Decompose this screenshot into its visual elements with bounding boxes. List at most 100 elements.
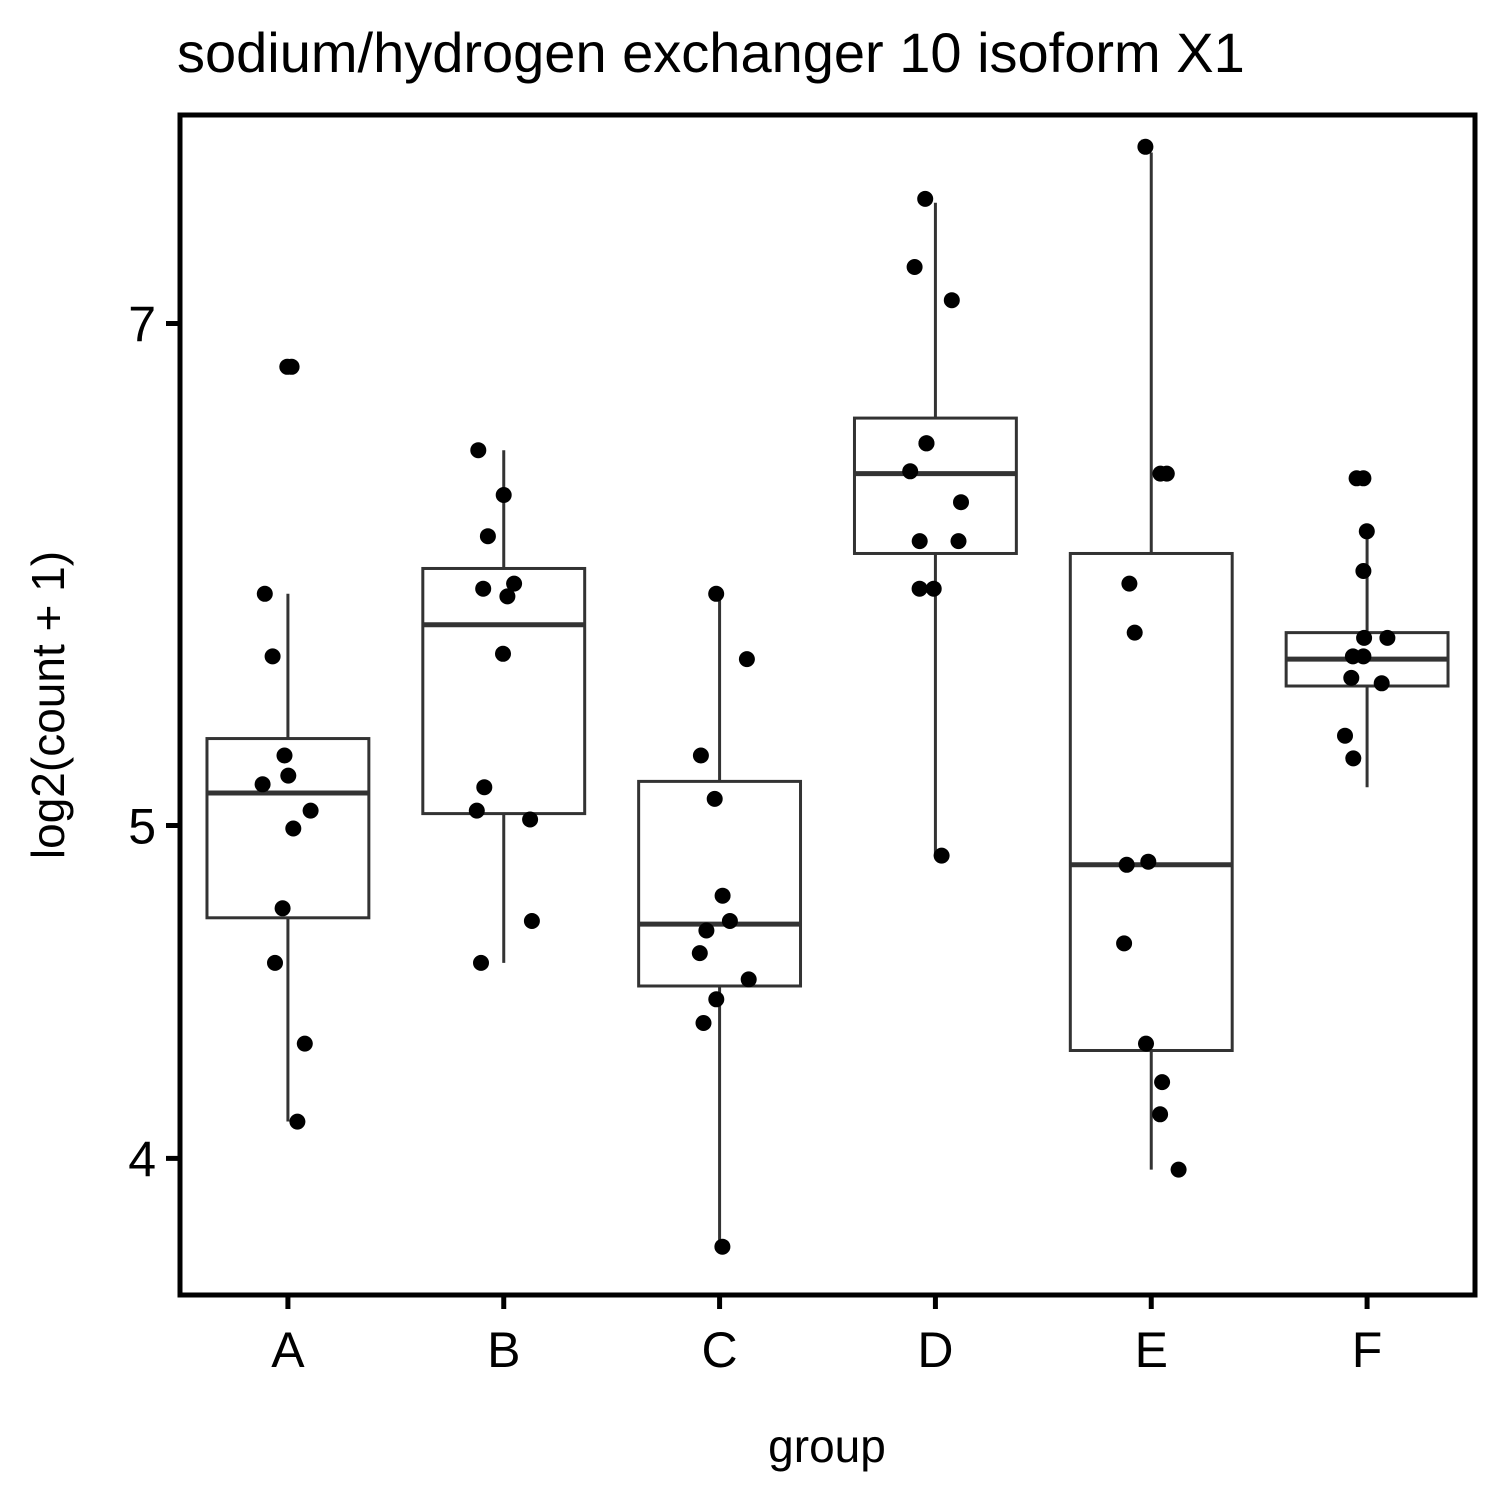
data-point [933,847,950,864]
data-point [1116,935,1133,952]
data-point [918,435,935,452]
data-point [296,1035,313,1052]
data-point [708,585,725,602]
data-point [1355,563,1372,579]
plot-frame [177,112,1478,1298]
data-point [714,1238,731,1255]
data-point [706,790,723,807]
data-point [276,747,293,764]
data-point [714,887,731,904]
data-point [691,945,708,962]
x-tick-label: B [487,1322,520,1378]
data-point [1379,629,1396,646]
data-point [911,580,928,597]
x-tick-label: D [917,1322,953,1378]
x-axis: A B C D E F [271,1295,1382,1378]
x-tick-label: E [1135,1322,1168,1378]
data-point [902,463,919,480]
data-point [475,580,492,597]
data-point [506,575,523,592]
data-point [925,580,942,597]
data-point [1152,1106,1169,1123]
data-point [708,991,725,1008]
points-b [468,442,540,971]
data-point [906,259,923,275]
data-point [950,533,967,550]
data-point [499,588,516,605]
data-point [495,645,511,662]
y-tick-label: 7 [128,297,156,353]
box-d [852,202,1018,856]
points-layer [254,138,1396,1255]
data-point [476,779,493,796]
data-point [468,802,485,819]
points-d [902,190,969,864]
y-tick-label: 4 [128,1131,156,1187]
x-tick-label: F [1352,1322,1383,1378]
points-e [1116,138,1187,1178]
data-point [1355,470,1372,487]
data-point [1138,1035,1154,1052]
data-point [264,648,281,665]
data-point [1344,648,1361,665]
box-body [421,566,587,816]
chart-title: sodium/hydrogen exchanger 10 isoform X1 [177,21,1245,84]
data-point [1140,853,1157,870]
x-tick-label: A [271,1322,305,1378]
y-axis: 4 5 7 [128,297,180,1187]
boxes-layer [205,152,1450,1247]
x-tick-label: C [702,1322,738,1378]
data-point [1152,465,1169,482]
data-point [254,776,271,793]
data-point [917,190,934,207]
data-point [1358,523,1375,540]
box-a [205,593,371,1122]
data-point [943,292,960,309]
data-point [1121,575,1138,592]
box-body [852,416,1018,555]
y-tick-label: 5 [128,798,156,854]
box-c [637,593,803,1247]
data-point [1356,629,1373,646]
data-point [1126,624,1143,641]
points-c [691,585,757,1255]
data-point [256,585,273,602]
data-point [1373,675,1390,692]
points-a [254,358,319,1130]
data-point [495,487,512,503]
data-point [1170,1161,1187,1178]
data-point [470,442,487,459]
box-body [637,779,803,988]
data-point [695,1015,712,1031]
data-point [1337,727,1353,744]
data-point [911,533,928,550]
data-point [692,747,709,764]
box-body [1068,551,1234,1052]
data-point [523,913,540,929]
data-point [953,494,969,511]
data-point [1137,138,1154,155]
data-point [302,802,319,819]
data-point [1343,669,1360,686]
box-b [421,450,587,963]
data-point [1118,856,1135,873]
data-point [698,922,715,939]
data-point [267,954,283,971]
y-axis-label: log2(count + 1) [22,551,74,859]
data-point [1345,750,1362,767]
data-point [473,954,489,971]
data-point [280,767,297,784]
data-point [283,358,300,375]
data-point [274,900,291,917]
data-point [289,1113,306,1130]
data-point [522,811,539,828]
box-e [1068,152,1234,1170]
data-point [738,651,755,668]
data-point [479,528,496,545]
data-point [1154,1074,1171,1091]
data-point [285,820,302,837]
points-f [1337,470,1396,767]
data-point [721,913,738,929]
x-axis-label: group [768,1420,886,1472]
